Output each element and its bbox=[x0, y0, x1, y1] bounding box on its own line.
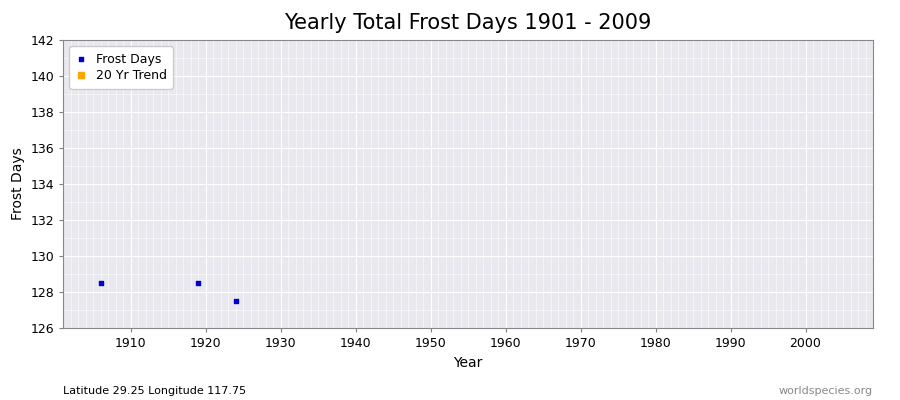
Legend: Frost Days, 20 Yr Trend: Frost Days, 20 Yr Trend bbox=[69, 46, 173, 88]
Y-axis label: Frost Days: Frost Days bbox=[11, 148, 24, 220]
Text: worldspecies.org: worldspecies.org bbox=[778, 386, 873, 396]
Text: Latitude 29.25 Longitude 117.75: Latitude 29.25 Longitude 117.75 bbox=[63, 386, 246, 396]
Frost Days bbox=[94, 280, 108, 286]
X-axis label: Year: Year bbox=[454, 356, 482, 370]
Frost Days bbox=[229, 298, 243, 304]
Frost Days bbox=[191, 280, 205, 286]
Title: Yearly Total Frost Days 1901 - 2009: Yearly Total Frost Days 1901 - 2009 bbox=[284, 13, 652, 33]
